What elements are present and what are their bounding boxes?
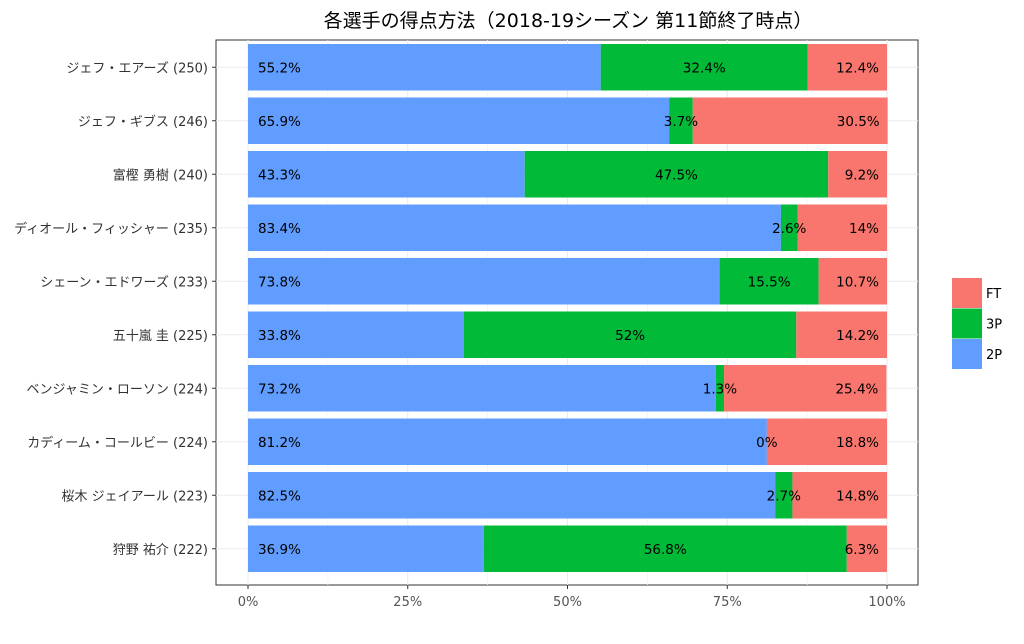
data-label: 25.4% bbox=[835, 381, 878, 397]
x-tick-label: 100% bbox=[868, 595, 905, 610]
bar-ft bbox=[692, 97, 888, 144]
legend-swatch-2p bbox=[952, 339, 982, 369]
data-label: 12.4% bbox=[836, 60, 879, 76]
legend-label: 3P bbox=[986, 318, 1002, 333]
legend-label: FT bbox=[986, 287, 1001, 302]
bar-3p bbox=[780, 204, 798, 251]
bar-3p bbox=[483, 525, 847, 572]
data-label: 32.4% bbox=[683, 60, 726, 76]
y-tick-label: シェーン・エドワーズ (233) bbox=[40, 274, 208, 290]
bar-3p bbox=[669, 97, 693, 144]
data-label: 0% bbox=[756, 435, 778, 451]
bar-3p bbox=[600, 44, 808, 91]
bar-2p bbox=[248, 472, 776, 519]
bar-ft bbox=[807, 44, 887, 91]
data-label: 9.2% bbox=[845, 167, 879, 183]
bar-ft bbox=[828, 151, 887, 198]
data-label: 30.5% bbox=[837, 114, 880, 130]
bar-2p bbox=[248, 204, 781, 251]
x-tick-label: 50% bbox=[553, 595, 582, 610]
data-label: 14.8% bbox=[836, 488, 879, 504]
bar-3p bbox=[715, 365, 725, 412]
data-label: 14% bbox=[849, 221, 879, 237]
bar-ft bbox=[792, 472, 887, 519]
data-label: 82.5% bbox=[258, 488, 301, 504]
bar-2p bbox=[248, 44, 601, 91]
y-tick-label: カディーム・コールビー (224) bbox=[27, 435, 208, 451]
data-label: 36.9% bbox=[258, 542, 301, 558]
bar-3p bbox=[775, 472, 793, 519]
y-tick-label: ディオール・フィッシャー (235) bbox=[14, 221, 208, 237]
data-label: 56.8% bbox=[644, 542, 687, 558]
data-label: 52% bbox=[615, 328, 645, 344]
legend: FT 3P 2P bbox=[952, 278, 1002, 369]
bar-ft bbox=[818, 258, 887, 305]
data-label: 73.8% bbox=[258, 274, 301, 290]
bar-2p bbox=[248, 418, 767, 465]
bar-2p bbox=[248, 97, 670, 144]
data-label: 33.8% bbox=[258, 328, 301, 344]
data-label: 73.2% bbox=[258, 381, 301, 397]
bar-ft bbox=[846, 525, 887, 572]
bar-3p bbox=[524, 151, 829, 198]
bar-3p bbox=[719, 258, 819, 305]
data-label: 10.7% bbox=[836, 274, 879, 290]
legend-label: 2P bbox=[986, 348, 1002, 363]
bar-ft bbox=[797, 204, 887, 251]
plot-area: 55.2% 32.4% 12.4% ジェフ・エアーズ (250) 65.9% 3.7% 30… bbox=[14, 39, 919, 589]
data-label: 1.3% bbox=[703, 381, 737, 397]
x-tick-label: 0% bbox=[238, 595, 259, 610]
legend-swatch-3p bbox=[952, 308, 982, 339]
y-tick-label: ベンジャミン・ローソン (224) bbox=[27, 382, 208, 397]
y-tick-label: ジェフ・エアーズ (250) bbox=[66, 60, 208, 76]
data-label: 2.7% bbox=[767, 488, 801, 504]
data-label: 2.6% bbox=[772, 221, 806, 237]
bar-ft bbox=[724, 365, 887, 412]
data-label: 14.2% bbox=[836, 328, 879, 344]
y-tick-label: 五十嵐 圭 (225) bbox=[113, 329, 208, 344]
data-label: 15.5% bbox=[748, 274, 791, 290]
x-tick-label: 75% bbox=[713, 595, 742, 610]
data-label: 81.2% bbox=[258, 435, 301, 451]
bar-ft bbox=[766, 418, 887, 465]
bar-2p bbox=[248, 365, 716, 412]
data-label: 18.8% bbox=[836, 435, 879, 451]
y-tick-label: 富樫 勇樹 (240) bbox=[113, 167, 208, 183]
data-label: 3.7% bbox=[664, 114, 698, 130]
data-label: 43.3% bbox=[258, 167, 301, 183]
bar-ft bbox=[796, 311, 887, 358]
bar-2p bbox=[248, 151, 525, 198]
data-label: 55.2% bbox=[258, 60, 301, 76]
y-tick-label: 狩野 祐介 (222) bbox=[113, 543, 208, 558]
chart-title: 各選手の得点方法（2018-19シーズン 第11節終了時点） bbox=[324, 10, 813, 32]
legend-swatch-ft bbox=[952, 278, 982, 308]
bar-2p bbox=[248, 525, 484, 572]
data-label: 83.4% bbox=[258, 221, 301, 237]
x-tick-label: 25% bbox=[393, 595, 422, 610]
data-label: 65.9% bbox=[258, 114, 301, 130]
bar-2p bbox=[248, 258, 720, 305]
data-label: 47.5% bbox=[655, 167, 698, 183]
y-tick-label: 桜木 ジェイアール (223) bbox=[62, 489, 208, 504]
bar-2p bbox=[248, 311, 464, 358]
y-tick-label: ジェフ・ギブス (246) bbox=[78, 114, 208, 130]
data-label: 6.3% bbox=[845, 542, 879, 558]
bar-3p bbox=[463, 311, 797, 358]
